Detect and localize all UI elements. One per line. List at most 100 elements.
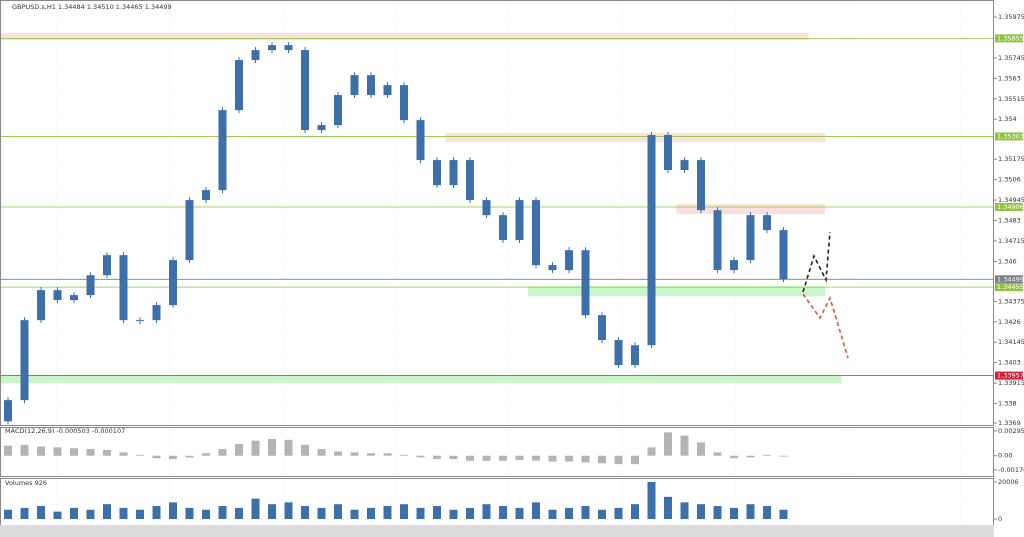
- volume-bar: [548, 509, 557, 520]
- macd-bar: [86, 449, 95, 456]
- candle-body: [119, 255, 128, 321]
- chart-title: GBPUSD.s,H1 1.34484 1.34510 1.34465 1.34…: [12, 3, 172, 11]
- candle-body: [598, 315, 606, 341]
- candle-body: [631, 345, 639, 366]
- macd-bar: [697, 442, 705, 456]
- macd-bar: [532, 455, 540, 461]
- volume-bar: [581, 506, 590, 520]
- volume-bar: [647, 482, 656, 520]
- candle-body: [466, 160, 474, 201]
- candle-body: [400, 85, 408, 121]
- macd-bar: [383, 453, 392, 456]
- price-label: 1.34499: [995, 275, 1024, 284]
- candle-body: [433, 160, 441, 186]
- zone: [0, 33, 809, 40]
- candle-body: [284, 45, 293, 51]
- macd-bar: [515, 455, 524, 460]
- volume-bar: [334, 504, 342, 520]
- macd-bar: [581, 455, 590, 463]
- price-label-box: [995, 132, 1023, 141]
- macd-bar: [499, 455, 507, 461]
- volume-bar: [482, 504, 491, 520]
- y-tick-label: 0.00: [998, 452, 1012, 460]
- y-tick-label: 1.34715: [998, 237, 1024, 245]
- volume-bar: [746, 504, 755, 520]
- volumes-title: Volumes 926: [5, 479, 47, 487]
- candle-body: [317, 125, 326, 131]
- candle-body: [235, 60, 243, 111]
- volume-bar: [779, 509, 788, 520]
- macd-bar: [779, 455, 788, 457]
- y-tick-label: 1.3426: [998, 318, 1021, 326]
- zone: [0, 375, 842, 384]
- candle-body: [169, 260, 177, 306]
- macd-bar: [614, 455, 623, 465]
- candle-body: [4, 400, 12, 422]
- candle-body: [614, 340, 623, 366]
- candle-body: [268, 45, 276, 51]
- y-tick-label: 1.3563: [998, 74, 1021, 82]
- macd-bar: [317, 449, 326, 456]
- macd-bar: [730, 455, 738, 459]
- volume-bar: [433, 506, 441, 520]
- y-tick-label: 1.338: [998, 400, 1017, 408]
- volume-bar: [37, 506, 45, 520]
- price-label-box: [995, 34, 1023, 43]
- price-label-text: 1.34906: [997, 203, 1024, 211]
- volume-bar: [251, 498, 260, 520]
- volume-bar: [598, 509, 606, 520]
- macd-bar: [746, 455, 755, 458]
- price-label-text: 1.34499: [997, 275, 1024, 283]
- candle-body: [218, 110, 227, 191]
- candle-body: [746, 215, 755, 261]
- volume-bar: [449, 509, 458, 520]
- candle-body: [482, 200, 491, 216]
- y-tick-label: 1.34945: [998, 196, 1024, 204]
- candle-body: [136, 320, 144, 322]
- volume-bar: [86, 509, 95, 520]
- volume-bar: [119, 507, 128, 520]
- candle-body: [350, 75, 359, 96]
- volume-bar: [4, 509, 12, 520]
- volume-bar: [697, 504, 705, 520]
- price-label-box: [995, 275, 1023, 284]
- volume-bar: [664, 496, 672, 520]
- macd-bar: [136, 454, 144, 456]
- macd-bar: [20, 444, 29, 456]
- macd-bar: [202, 453, 210, 456]
- panel-frames: [0, 0, 994, 526]
- candle-body: [565, 250, 573, 271]
- candle-body: [779, 230, 788, 280]
- macd-bar: [763, 454, 771, 456]
- macd-bar: [449, 455, 458, 460]
- y-tick-label: 1.35175: [998, 155, 1024, 163]
- macd-bar: [284, 439, 293, 456]
- candle-body: [581, 250, 590, 316]
- forecast-arrows: [802, 231, 849, 359]
- macd-bar: [53, 447, 62, 456]
- candle-body: [37, 290, 45, 321]
- volume-bar: [301, 506, 309, 520]
- price-label: 1.33957: [995, 371, 1024, 380]
- price-label-box: [995, 371, 1023, 380]
- macd-bar: [119, 452, 128, 456]
- time-axis: [0, 525, 994, 537]
- candle-body: [367, 75, 375, 96]
- price-label-box: [995, 202, 1023, 211]
- volume-bar: [70, 507, 78, 520]
- candle-body: [515, 200, 524, 241]
- price-label-text: 1.35855: [997, 34, 1024, 42]
- candle-body: [20, 320, 29, 401]
- macd-bar: [598, 455, 606, 464]
- candle-body: [202, 190, 210, 201]
- macd-bar: [664, 432, 672, 456]
- candle-body: [86, 275, 95, 296]
- y-tick-label: 1.354: [998, 115, 1017, 123]
- volume-bar: [202, 509, 210, 520]
- macd-bar: [235, 444, 243, 456]
- macd-bar: [631, 455, 639, 465]
- price-label: 1.34906: [995, 202, 1024, 211]
- volume-bar: [53, 511, 62, 520]
- macd-bar: [433, 455, 441, 460]
